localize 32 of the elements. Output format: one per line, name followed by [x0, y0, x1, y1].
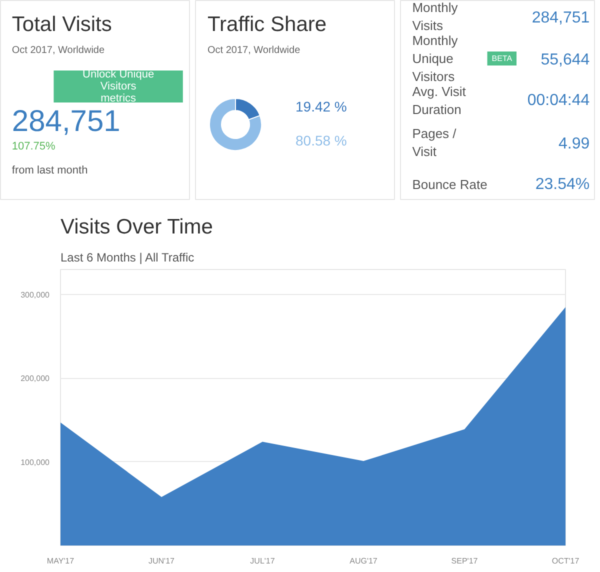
x-tick-label: OCT'17 [552, 556, 580, 566]
chart-subtitle: Last 6 Months | All Traffic [60, 250, 194, 264]
text: Unlock Unique Visitors metrics [82, 68, 154, 104]
text: Monthly Visits [412, 0, 458, 33]
x-tick-label: SEP'17 [451, 556, 478, 566]
y-tick-label: 300,000 [20, 290, 50, 300]
text: BETA [492, 54, 513, 63]
text: Monthly Unique Visitors [412, 33, 458, 84]
x-tick-label: MAY'17 [46, 556, 75, 566]
data-label: 19.42 % [296, 98, 347, 114]
text: from last month [12, 164, 88, 176]
x-tick-label: JUN'17 [148, 556, 176, 566]
text: 23.54% [535, 176, 590, 193]
text: Avg. Visit Duration [412, 84, 466, 117]
text: 284,751 [12, 105, 120, 138]
y-tick-label: 100,000 [20, 458, 50, 467]
chart-subtitle: Oct 2017, Worldwide [208, 45, 301, 56]
text: Pages / Visit [412, 126, 457, 159]
chart-title: Traffic Share [208, 13, 327, 36]
x-tick-label: AUG'17 [350, 556, 378, 566]
text: 107.75% [12, 140, 56, 152]
y-tick-label: 200,000 [20, 374, 50, 384]
text: Bounce Rate [412, 177, 488, 192]
text: Oct 2017, Worldwide [12, 45, 105, 56]
x-tick-label: JUL'17 [250, 556, 276, 566]
text: 284,751 [532, 10, 590, 26]
text: 4.99 [558, 136, 590, 152]
text: Total Visits [12, 13, 112, 36]
chart-title: Visits Over Time [60, 216, 213, 238]
text: 00:04:44 [527, 92, 590, 109]
text: 55,644 [540, 52, 590, 68]
data-label: 80.58 % [296, 132, 347, 148]
